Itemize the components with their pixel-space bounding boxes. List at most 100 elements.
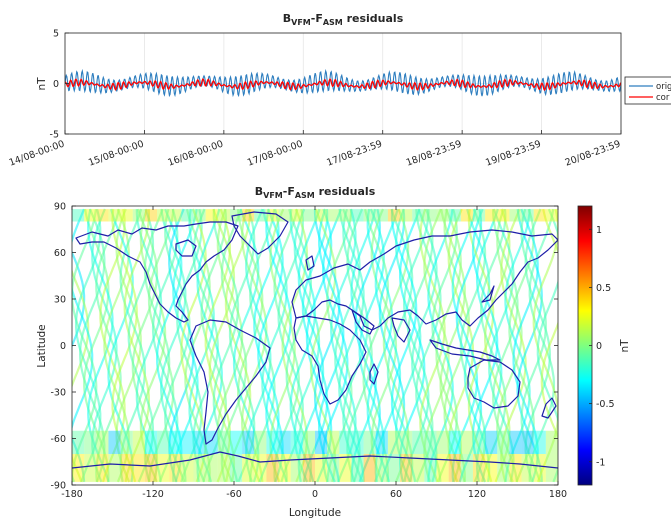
polar-residual-band [290, 430, 303, 454]
coastline-indonesia [429, 339, 501, 361]
polar-residual-band [96, 430, 109, 454]
polar-residual-band [339, 209, 352, 222]
top-xtick-label: 17/08-23:59 [325, 138, 383, 168]
map-chart-title: BVFM-FASM residuals [255, 185, 376, 200]
map-ytick-label: 60 [54, 248, 66, 259]
coastline-hudson-bay [175, 239, 197, 257]
polar-residual-band [375, 430, 388, 454]
polar-residual-band [400, 209, 413, 222]
polar-residual-band [254, 454, 267, 482]
coastline-australia [467, 359, 521, 409]
series-line-cor [65, 77, 621, 91]
polar-residual-band [181, 430, 194, 454]
orbit-track [232, 208, 260, 483]
polar-residual-band [193, 430, 206, 454]
polar-residual-band [509, 454, 522, 482]
polar-residual-band [412, 430, 425, 454]
polar-residual-band [132, 430, 145, 454]
polar-residual-band [327, 430, 340, 454]
top-chart-title: BVFM-FASM residuals [283, 12, 404, 27]
top-xtick-label: 17/08-00:00 [246, 138, 304, 168]
orbit-track [72, 208, 98, 482]
polar-residual-band [412, 454, 425, 482]
top-xtick-label: 20/08-23:59 [564, 138, 622, 168]
polar-residual-band [436, 209, 449, 222]
polar-residual-band [205, 209, 218, 222]
polar-residual-band [424, 454, 437, 482]
polar-residual-band [327, 454, 340, 482]
polar-residual-band [108, 454, 121, 482]
coastline-north-america [75, 221, 239, 323]
polar-residual-band [96, 209, 109, 222]
map-xtick-label: 180 [549, 489, 567, 500]
map-xtick-label: 120 [468, 489, 486, 500]
polar-residual-band [144, 209, 158, 222]
orbit-track [390, 209, 418, 483]
map-residual-field [72, 208, 558, 483]
coastline-africa [293, 315, 367, 405]
polar-residual-band [72, 430, 85, 454]
orbit-track [159, 208, 187, 482]
orbit-track [536, 208, 558, 483]
orbit-track [269, 208, 296, 483]
orbit-track [512, 208, 539, 483]
polar-residual-band [351, 454, 364, 482]
colorbar-tick-label: 0 [596, 341, 602, 352]
polar-residual-band [448, 430, 461, 454]
polar-residual-band [412, 209, 425, 222]
polar-residual-band [424, 209, 437, 222]
polar-residual-band [509, 430, 522, 454]
orbit-track [119, 208, 147, 483]
orbit-track [451, 208, 479, 482]
map-xtick-label: 0 [312, 489, 318, 500]
map-xtick-label: -180 [61, 489, 83, 500]
polar-residual-band [448, 454, 461, 482]
polar-residual-band [108, 430, 121, 454]
polar-residual-band [169, 209, 182, 222]
orbit-track [147, 209, 175, 482]
orbit-track [297, 208, 325, 483]
polar-residual-band [533, 209, 546, 222]
polar-residual-band [242, 454, 255, 482]
polar-residual-band [144, 454, 158, 482]
coastlines [72, 211, 558, 469]
polar-residual-band [436, 430, 449, 454]
map-chart: BVFM-FASM residuals [36, 185, 631, 519]
polar-residual-band [302, 430, 315, 454]
map-xtick-label: 60 [390, 489, 402, 500]
polar-residual-band [205, 454, 218, 482]
polar-residual-band [351, 430, 364, 454]
orbit-track [245, 208, 272, 483]
orbit-track [459, 208, 487, 483]
map-yticks: 90 60 30 0 -30 -60 -90 [50, 202, 558, 492]
polar-residual-band [120, 430, 133, 454]
orbit-track [208, 208, 236, 483]
map-xtick-label: -60 [226, 489, 242, 500]
polar-residual-band [472, 454, 486, 482]
legend-box [624, 76, 671, 105]
polar-residual-band [497, 430, 510, 454]
polar-residual-band [96, 454, 109, 482]
orbit-track [72, 249, 86, 482]
colorbar-tick-label: -0.5 [596, 399, 615, 410]
polar-residual-band [217, 209, 230, 222]
polar-residual-band [205, 430, 218, 454]
top-ytick-label: -5 [50, 130, 59, 141]
colorbar-tick-label: 1 [596, 225, 602, 236]
colorbar-tick-label: -1 [596, 457, 605, 468]
polar-residual-band [375, 209, 388, 222]
orbit-track [386, 208, 414, 483]
map-ytick-label: 30 [54, 295, 66, 306]
polar-residual-band [424, 430, 437, 454]
polar-residual-band [157, 430, 170, 454]
orbit-track [520, 208, 547, 483]
orbit-track [439, 208, 466, 482]
map-xtick-label: -120 [142, 489, 164, 500]
polar-residual-band [400, 454, 413, 482]
orbit-track [516, 208, 543, 482]
top-yticks: 5 0 -5 [50, 29, 69, 141]
top-xtick-label: 14/08-00:00 [8, 138, 66, 168]
polar-residual-band [387, 454, 401, 482]
top-ylabel: nT [36, 77, 48, 91]
orbit-track [261, 208, 288, 482]
